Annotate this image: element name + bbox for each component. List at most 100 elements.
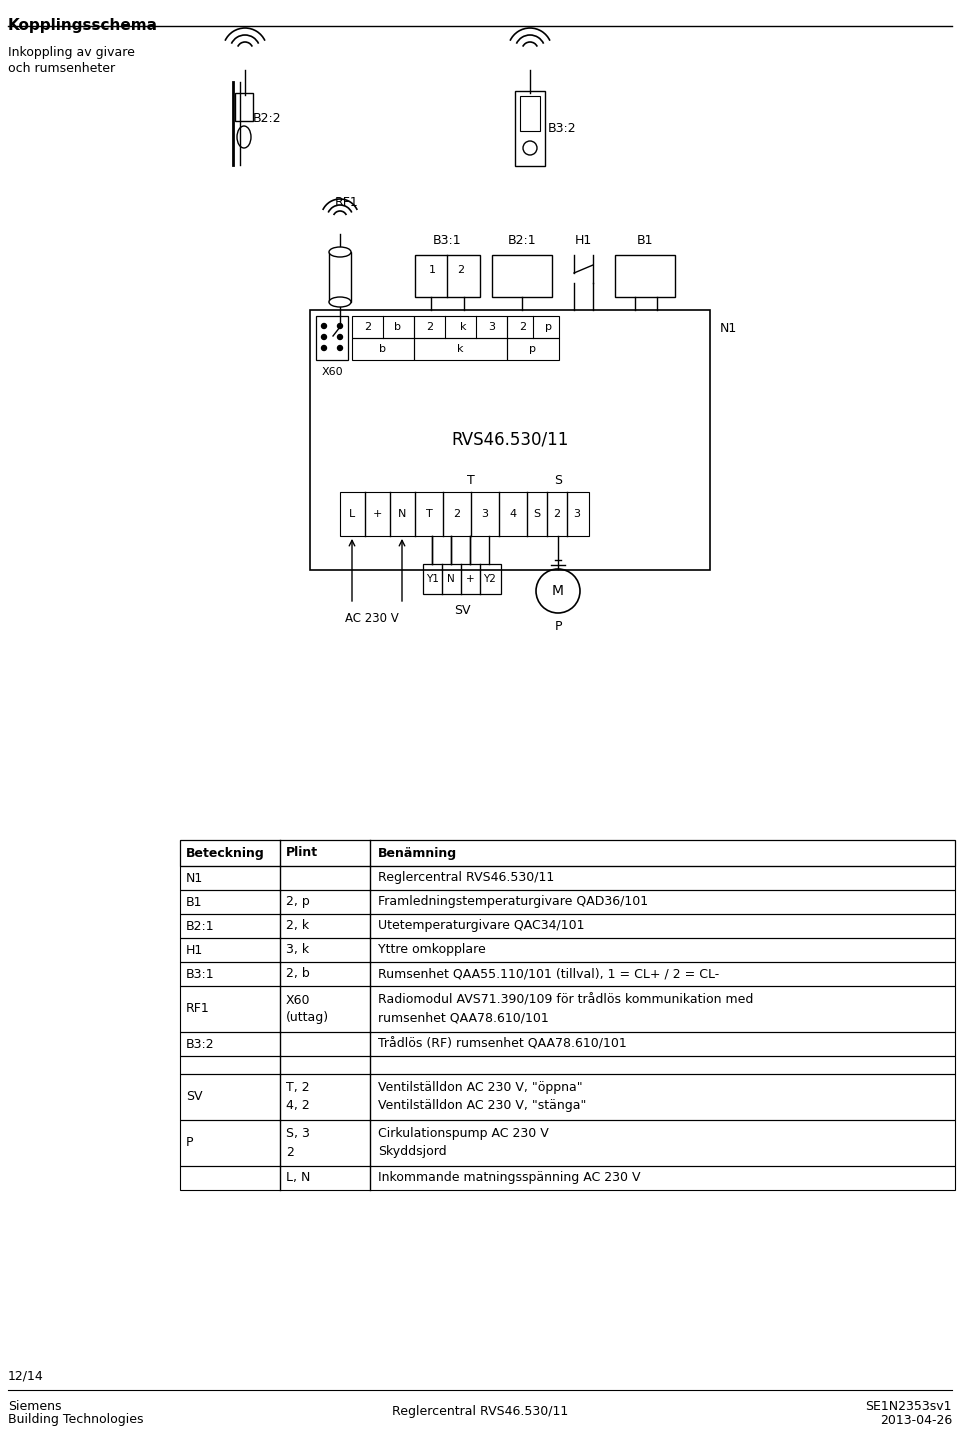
Text: 4, 2: 4, 2 [286, 1099, 310, 1112]
Bar [180, 1121, 955, 1165]
Bar [180, 938, 955, 962]
Bar [492, 254, 552, 296]
Bar [507, 338, 559, 360]
Text: 2013-04-26: 2013-04-26 [879, 1414, 952, 1427]
Text: Siemens: Siemens [8, 1400, 61, 1413]
Text: 12/14: 12/14 [8, 1369, 44, 1382]
Text: N: N [447, 574, 455, 584]
Text: H1: H1 [574, 233, 591, 246]
Bar [414, 338, 507, 360]
Text: B3:2: B3:2 [186, 1037, 215, 1050]
Text: B3:2: B3:2 [548, 121, 577, 134]
Text: +: + [372, 509, 382, 519]
Text: 3, k: 3, k [286, 943, 309, 956]
Text: 2, b: 2, b [286, 967, 310, 980]
Ellipse shape [329, 296, 351, 307]
Text: 3: 3 [573, 509, 581, 519]
Text: rumsenhet QAA78.610/101: rumsenhet QAA78.610/101 [378, 1012, 549, 1025]
Text: X60: X60 [322, 367, 343, 377]
Text: Benämning: Benämning [378, 846, 457, 859]
Bar [515, 91, 545, 166]
Circle shape [322, 324, 326, 328]
Text: B2:2: B2:2 [253, 111, 281, 124]
Text: N1: N1 [720, 321, 737, 334]
Text: T: T [468, 473, 475, 486]
Text: 2: 2 [457, 265, 464, 275]
Text: Reglercentral RVS46.530/11: Reglercentral RVS46.530/11 [392, 1406, 568, 1419]
Text: Rumsenhet QAA55.110/101 (tillval), 1 = CL+ / 2 = CL-: Rumsenhet QAA55.110/101 (tillval), 1 = C… [378, 967, 719, 980]
Bar [180, 1032, 955, 1056]
Bar [329, 252, 351, 302]
Text: B1: B1 [636, 233, 653, 246]
Text: Plint: Plint [286, 846, 318, 859]
Circle shape [322, 346, 326, 350]
Text: k: k [460, 322, 467, 333]
Text: X60: X60 [286, 993, 310, 1006]
Text: 3: 3 [482, 509, 489, 519]
Bar [415, 254, 480, 296]
Text: N1: N1 [186, 872, 204, 885]
Text: P: P [554, 620, 562, 633]
Bar [180, 889, 955, 914]
Bar [340, 492, 589, 536]
Text: och rumsenheter: och rumsenheter [8, 62, 115, 75]
Text: B3:1: B3:1 [186, 967, 215, 980]
Text: RVS46.530/11: RVS46.530/11 [451, 431, 568, 450]
Circle shape [322, 334, 326, 340]
Text: 2: 2 [519, 322, 526, 333]
Circle shape [338, 346, 343, 350]
Text: T, 2: T, 2 [286, 1082, 310, 1095]
Text: 2: 2 [453, 509, 461, 519]
Text: b: b [379, 344, 387, 354]
Text: L, N: L, N [286, 1171, 310, 1184]
Bar [180, 866, 955, 889]
Text: b: b [394, 322, 401, 333]
Text: N: N [397, 509, 406, 519]
Text: 2: 2 [553, 509, 561, 519]
Text: AC 230 V: AC 230 V [345, 612, 398, 625]
Text: B2:1: B2:1 [186, 920, 215, 933]
Bar [180, 1165, 955, 1190]
Text: Skyddsjord: Skyddsjord [378, 1145, 446, 1158]
Bar [180, 1074, 955, 1121]
Bar [316, 317, 348, 360]
Text: SV: SV [454, 603, 470, 616]
Bar [180, 986, 955, 1032]
Text: Trådlös (RF) rumsenhet QAA78.610/101: Trådlös (RF) rumsenhet QAA78.610/101 [378, 1037, 627, 1050]
Bar [352, 317, 414, 338]
Text: Utetemperaturgivare QAC34/101: Utetemperaturgivare QAC34/101 [378, 920, 585, 933]
Text: S, 3: S, 3 [286, 1128, 310, 1141]
Bar [180, 840, 955, 866]
Text: Ventilställdon AC 230 V, "öppna": Ventilställdon AC 230 V, "öppna" [378, 1082, 583, 1095]
Text: Radiomodul AVS71.390/109 för trådlös kommunikation med: Radiomodul AVS71.390/109 för trådlös kom… [378, 993, 754, 1006]
Bar [520, 95, 540, 132]
Text: S: S [554, 473, 562, 486]
Text: B2:1: B2:1 [508, 233, 537, 246]
Text: 1: 1 [429, 265, 436, 275]
Bar [235, 93, 253, 121]
Text: Ventilställdon AC 230 V, "stänga": Ventilställdon AC 230 V, "stänga" [378, 1099, 587, 1112]
Text: P: P [186, 1137, 194, 1150]
Text: 3: 3 [488, 322, 495, 333]
Text: Beteckning: Beteckning [186, 846, 265, 859]
Text: B1: B1 [186, 895, 203, 908]
Bar [180, 914, 955, 938]
Circle shape [338, 334, 343, 340]
Text: Inkommande matningsspänning AC 230 V: Inkommande matningsspänning AC 230 V [378, 1171, 640, 1184]
Bar [507, 317, 559, 338]
Text: 2: 2 [364, 322, 372, 333]
Text: SE1N2353sv1: SE1N2353sv1 [866, 1400, 952, 1413]
Circle shape [338, 324, 343, 328]
Text: Cirkulationspump AC 230 V: Cirkulationspump AC 230 V [378, 1128, 549, 1141]
Bar [615, 254, 675, 296]
Bar [414, 317, 507, 338]
Text: M: M [552, 584, 564, 599]
Text: L: L [348, 509, 355, 519]
Text: Yttre omkopplare: Yttre omkopplare [378, 943, 486, 956]
Text: 2: 2 [426, 322, 433, 333]
Bar [423, 564, 501, 594]
Bar [180, 1056, 955, 1074]
Text: SV: SV [186, 1090, 203, 1103]
Text: 4: 4 [510, 509, 516, 519]
Text: Y1: Y1 [425, 574, 439, 584]
